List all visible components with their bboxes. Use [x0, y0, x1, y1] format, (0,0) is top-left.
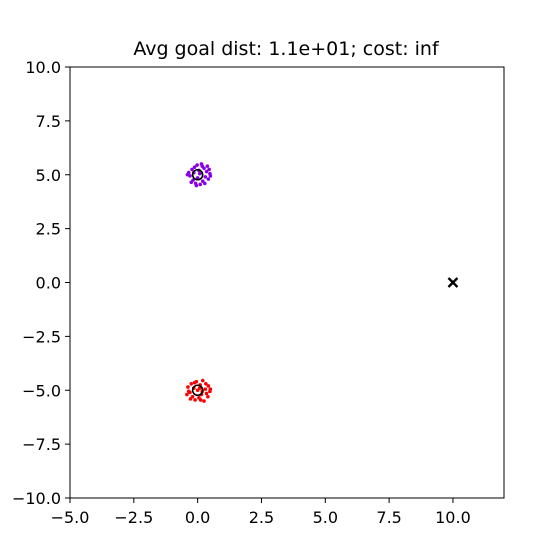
scatter-point: [193, 398, 197, 402]
x-tick-label: 10.0: [435, 508, 471, 527]
x-tick-label: 5.0: [313, 508, 338, 527]
y-tick-label: 0.0: [36, 274, 61, 293]
scatter-point: [207, 177, 211, 181]
scatter-point: [206, 395, 210, 399]
y-tick-label: −7.5: [22, 435, 61, 454]
x-tick-label: 2.5: [249, 508, 274, 527]
scatter-point: [209, 174, 213, 178]
scatter-point: [189, 397, 193, 401]
x-tick-label: −5.0: [51, 508, 90, 527]
scatter-point: [204, 387, 208, 391]
y-tick-label: 5.0: [36, 166, 61, 185]
scatter-point: [204, 175, 208, 179]
scatter-point: [200, 164, 204, 168]
scatter-point: [199, 398, 203, 402]
scatter-point: [195, 184, 199, 188]
chart-title: Avg goal dist: 1.1e+01; cost: inf: [133, 38, 440, 60]
y-tick-label: 7.5: [36, 112, 61, 131]
y-axis: 10.0 7.5 5.0 2.5 0.0 −2.5 −5.0 −7.5 −10.0: [12, 58, 70, 508]
scatter-point: [209, 387, 213, 391]
scatter-point: [198, 172, 202, 176]
scatter-point: [205, 392, 209, 396]
scatter-point: [189, 382, 193, 386]
y-tick-label: −2.5: [22, 327, 61, 346]
y-tick-label: 10.0: [25, 58, 61, 77]
scatter-point: [207, 168, 211, 172]
goal-marker: [448, 278, 457, 287]
scatter-point: [186, 173, 190, 177]
scatter-point: [204, 382, 208, 386]
axes-frame: [70, 67, 504, 498]
scatter-point: [198, 183, 202, 187]
y-tick-label: 2.5: [36, 220, 61, 239]
scatter-point: [186, 385, 190, 389]
scatter-point: [185, 393, 189, 397]
y-tick-label: −10.0: [12, 489, 61, 508]
x-tick-label: 0.0: [185, 508, 210, 527]
plot-area: [185, 162, 457, 403]
scatter-point: [189, 180, 193, 184]
scatter-point: [187, 390, 191, 394]
x-tick-label: 7.5: [376, 508, 401, 527]
scatter-point: [206, 164, 210, 168]
scatter-point: [195, 163, 199, 167]
scatter-point: [193, 381, 197, 385]
scatter-point: [201, 379, 205, 383]
x-tick-label: −2.5: [114, 508, 153, 527]
y-tick-label: −5.0: [22, 381, 61, 400]
scatter-point: [202, 399, 206, 403]
scatter-point: [203, 182, 207, 186]
x-axis: −5.0 −2.5 0.0 2.5 5.0 7.5 10.0: [51, 498, 471, 527]
